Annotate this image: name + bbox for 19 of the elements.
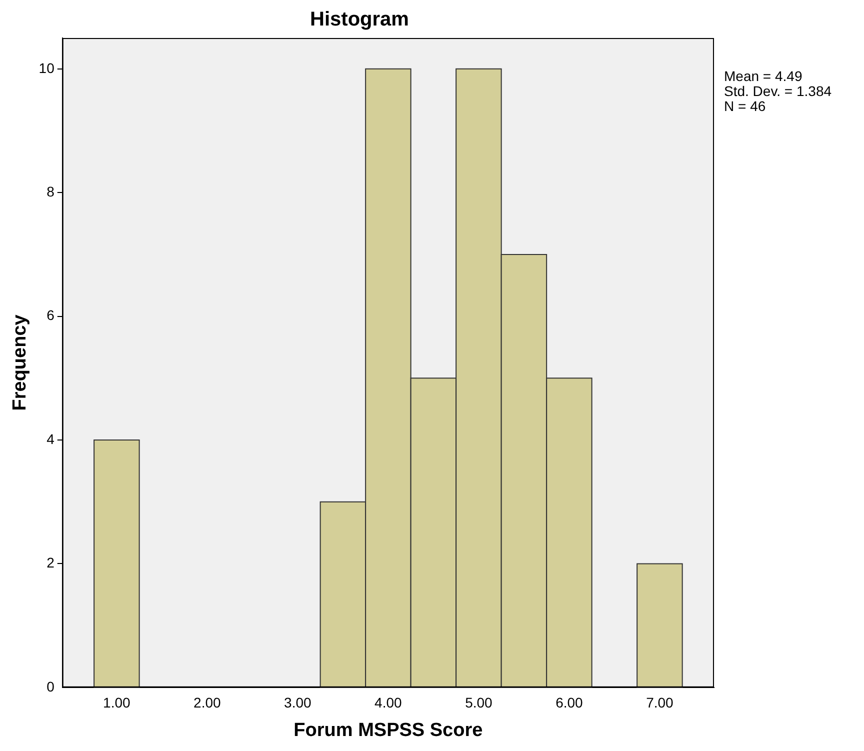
y-axis-title: Frequency [10,314,31,411]
y-tick-label: 10 [38,60,55,76]
x-axis-title: Forum MSPSS Score [294,720,483,741]
x-tick-label: 5.00 [465,694,493,711]
y-tick-label: 0 [46,678,55,694]
chart-title: Histogram [310,8,409,31]
y-tick-label: 6 [46,307,55,324]
y-tick-label: 4 [46,430,55,447]
y-tick-label: 2 [46,554,55,571]
text: N = 46 [724,98,766,114]
y-tick-label: 8 [46,183,55,200]
x-tick-label: 2.00 [194,694,222,711]
text: Mean = 4.49 [724,68,802,84]
x-tick-label: 1.00 [103,694,131,711]
x-tick-label: 6.00 [556,694,584,711]
x-tick-label: 4.00 [374,694,402,711]
x-tick-label: 7.00 [646,694,674,711]
x-tick-label: 3.00 [284,694,312,711]
text: Std. Dev. = 1.384 [724,82,832,99]
